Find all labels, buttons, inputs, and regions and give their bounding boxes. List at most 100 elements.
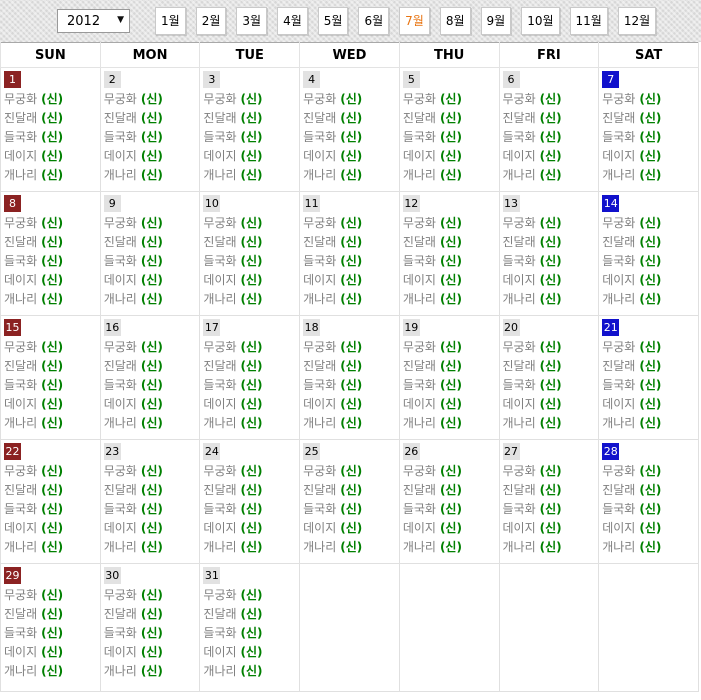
flower-name: 진달래	[402, 111, 436, 125]
month-button-6월[interactable]: 6월	[358, 7, 390, 35]
day-cell-24[interactable]: 24 무궁화 (신) 진달래 (신) 들국화 (신) 데이지 (신) 개나리 (신)	[199, 439, 301, 564]
month-button-9월[interactable]: 9월	[480, 7, 512, 35]
day-number-badge[interactable]: 26	[402, 443, 420, 460]
flower-tag: (신)	[41, 483, 64, 497]
day-number-badge[interactable]: 6	[502, 71, 520, 88]
day-number-badge[interactable]: 13	[502, 195, 520, 212]
day-number-badge[interactable]: 4	[303, 71, 321, 88]
day-cell-26[interactable]: 26 무궁화 (신) 진달래 (신) 들국화 (신) 데이지 (신) 개나리 (신)	[398, 439, 500, 564]
flower-name: 데이지	[402, 149, 436, 163]
day-cell-16[interactable]: 16 무궁화 (신) 진달래 (신) 들국화 (신) 데이지 (신) 개나리 (신)	[99, 315, 201, 440]
month-button-7월[interactable]: 7월	[399, 7, 430, 35]
day-number-badge[interactable]: 2	[103, 71, 121, 88]
day-number-badge[interactable]: 19	[402, 319, 420, 336]
day-number-badge[interactable]: 30	[103, 567, 121, 584]
day-number-badge[interactable]: 7	[602, 71, 620, 88]
flower-entry: 무궁화 (신)	[4, 90, 100, 109]
flower-name: 진달래	[602, 111, 636, 125]
day-number-badge[interactable]: 20	[502, 319, 520, 336]
month-button-8월[interactable]: 8월	[439, 7, 471, 35]
day-cell-5[interactable]: 5 무궁화 (신) 진달래 (신) 들국화 (신) 데이지 (신) 개나리 (신)	[398, 67, 500, 192]
day-number-badge[interactable]: 9	[103, 195, 121, 212]
day-number-badge[interactable]: 11	[303, 195, 321, 212]
day-number-badge[interactable]: 8	[4, 195, 21, 212]
day-number-badge[interactable]: 29	[4, 567, 21, 584]
day-number-badge[interactable]: 3	[203, 71, 221, 88]
day-number-badge[interactable]: 27	[502, 443, 520, 460]
month-button-3월[interactable]: 3월	[236, 7, 268, 35]
day-cell-2[interactable]: 2 무궁화 (신) 진달래 (신) 들국화 (신) 데이지 (신) 개나리 (신)	[99, 67, 201, 192]
day-cell-29[interactable]: 29 무궁화 (신) 진달래 (신) 들국화 (신) 데이지 (신) 개나리 (신)	[0, 563, 101, 692]
day-cell-22[interactable]: 22 무궁화 (신) 진달래 (신) 들국화 (신) 데이지 (신) 개나리 (신)	[0, 439, 101, 564]
day-number-badge[interactable]: 16	[103, 319, 121, 336]
day-cell-3[interactable]: 3 무궁화 (신) 진달래 (신) 들국화 (신) 데이지 (신) 개나리 (신)	[199, 67, 301, 192]
flower-entry: 개나리 (신)	[4, 290, 100, 309]
day-number-badge[interactable]: 1	[4, 71, 21, 88]
year-select[interactable]: 2012	[57, 9, 130, 33]
flower-tag: (신)	[140, 626, 163, 640]
day-cell-18[interactable]: 18 무궁화 (신) 진달래 (신) 들국화 (신) 데이지 (신) 개나리 (신)	[299, 315, 400, 440]
flower-tag: (신)	[639, 111, 662, 125]
month-button-4월[interactable]: 4월	[277, 7, 308, 35]
flower-tag: (신)	[439, 273, 462, 287]
flower-name: 데이지	[402, 521, 436, 535]
day-number-badge[interactable]: 18	[303, 319, 321, 336]
day-cell-31[interactable]: 31 무궁화 (신) 진달래 (신) 들국화 (신) 데이지 (신) 개나리 (신)	[199, 563, 301, 692]
month-button-1월[interactable]: 1월	[155, 7, 186, 35]
flower-tag: (신)	[639, 521, 662, 535]
day-cell-9[interactable]: 9 무궁화 (신) 진달래 (신) 들국화 (신) 데이지 (신) 개나리 (신)	[99, 191, 201, 316]
day-cell-8[interactable]: 8 무궁화 (신) 진달래 (신) 들국화 (신) 데이지 (신) 개나리 (신)	[0, 191, 101, 316]
flower-list: 무궁화 (신) 진달래 (신) 들국화 (신) 데이지 (신) 개나리 (신)	[599, 89, 698, 185]
month-button-10월[interactable]: 10월	[521, 7, 560, 35]
month-button-12월[interactable]: 12월	[617, 7, 657, 35]
day-cell-17[interactable]: 17 무궁화 (신) 진달래 (신) 들국화 (신) 데이지 (신) 개나리 (신)	[199, 315, 301, 440]
day-cell-6[interactable]: 6 무궁화 (신) 진달래 (신) 들국화 (신) 데이지 (신) 개나리 (신)	[498, 67, 600, 192]
day-cell-15[interactable]: 15 무궁화 (신) 진달래 (신) 들국화 (신) 데이지 (신) 개나리 (신)	[0, 315, 101, 440]
day-cell-28[interactable]: 28 무궁화 (신) 진달래 (신) 들국화 (신) 데이지 (신) 개나리 (신)	[598, 439, 699, 564]
day-cell-13[interactable]: 13 무궁화 (신) 진달래 (신) 들국화 (신) 데이지 (신) 개나리 (신)	[498, 191, 600, 316]
day-number-badge[interactable]: 10	[203, 195, 221, 212]
flower-entry: 개나리 (신)	[104, 290, 200, 309]
day-cell-7[interactable]: 7 무궁화 (신) 진달래 (신) 들국화 (신) 데이지 (신) 개나리 (신)	[598, 67, 699, 192]
month-button-2월[interactable]: 2월	[195, 7, 227, 35]
day-cell-30[interactable]: 30 무궁화 (신) 진달래 (신) 들국화 (신) 데이지 (신) 개나리 (신)	[99, 563, 201, 692]
day-cell-23[interactable]: 23 무궁화 (신) 진달래 (신) 들국화 (신) 데이지 (신) 개나리 (신)	[99, 439, 201, 564]
day-cell-25[interactable]: 25 무궁화 (신) 진달래 (신) 들국화 (신) 데이지 (신) 개나리 (신)	[299, 439, 400, 564]
flower-name: 데이지	[203, 149, 237, 163]
day-cell-10[interactable]: 10 무궁화 (신) 진달래 (신) 들국화 (신) 데이지 (신) 개나리 (신)	[199, 191, 301, 316]
flower-tag: (신)	[539, 235, 562, 249]
day-number-badge[interactable]: 12	[402, 195, 420, 212]
day-number-badge[interactable]: 28	[602, 443, 620, 460]
day-cell-27[interactable]: 27 무궁화 (신) 진달래 (신) 들국화 (신) 데이지 (신) 개나리 (신)	[498, 439, 600, 564]
day-number-badge[interactable]: 15	[4, 319, 21, 336]
flower-tag: (신)	[639, 273, 662, 287]
day-number-badge[interactable]: 5	[402, 71, 420, 88]
day-cell-19[interactable]: 19 무궁화 (신) 진달래 (신) 들국화 (신) 데이지 (신) 개나리 (신)	[398, 315, 500, 440]
flower-name: 데이지	[103, 273, 137, 287]
day-cell-11[interactable]: 11 무궁화 (신) 진달래 (신) 들국화 (신) 데이지 (신) 개나리 (신)	[299, 191, 400, 316]
month-button-5월[interactable]: 5월	[317, 7, 349, 35]
day-number-badge[interactable]: 17	[203, 319, 221, 336]
flower-entry: 무궁화 (신)	[403, 90, 499, 109]
day-cell-20[interactable]: 20 무궁화 (신) 진달래 (신) 들국화 (신) 데이지 (신) 개나리 (신)	[498, 315, 600, 440]
flower-tag: (신)	[140, 273, 163, 287]
day-cell-21[interactable]: 21 무궁화 (신) 진달래 (신) 들국화 (신) 데이지 (신) 개나리 (신)	[598, 315, 699, 440]
flower-tag: (신)	[41, 254, 64, 268]
day-number-badge[interactable]: 21	[602, 319, 620, 336]
day-cell-14[interactable]: 14 무궁화 (신) 진달래 (신) 들국화 (신) 데이지 (신) 개나리 (신)	[598, 191, 699, 316]
day-number-badge[interactable]: 22	[4, 443, 21, 460]
flower-entry: 무궁화 (신)	[4, 586, 100, 605]
day-number-badge[interactable]: 24	[203, 443, 221, 460]
day-number-badge[interactable]: 23	[103, 443, 121, 460]
flower-name: 개나리	[602, 168, 636, 182]
day-cell-1[interactable]: 1 무궁화 (신) 진달래 (신) 들국화 (신) 데이지 (신) 개나리 (신)	[0, 67, 101, 192]
day-number-badge[interactable]: 31	[203, 567, 221, 584]
day-cell-12[interactable]: 12 무궁화 (신) 진달래 (신) 들국화 (신) 데이지 (신) 개나리 (신)	[398, 191, 500, 316]
day-cell-4[interactable]: 4 무궁화 (신) 진달래 (신) 들국화 (신) 데이지 (신) 개나리 (신)	[299, 67, 400, 192]
flower-tag: (신)	[240, 378, 263, 392]
weekday-header-thu: THU	[398, 42, 500, 68]
day-number-badge[interactable]: 14	[602, 195, 620, 212]
day-number-badge[interactable]: 25	[303, 443, 321, 460]
flower-tag: (신)	[539, 359, 562, 373]
month-button-11월[interactable]: 11월	[569, 7, 608, 35]
